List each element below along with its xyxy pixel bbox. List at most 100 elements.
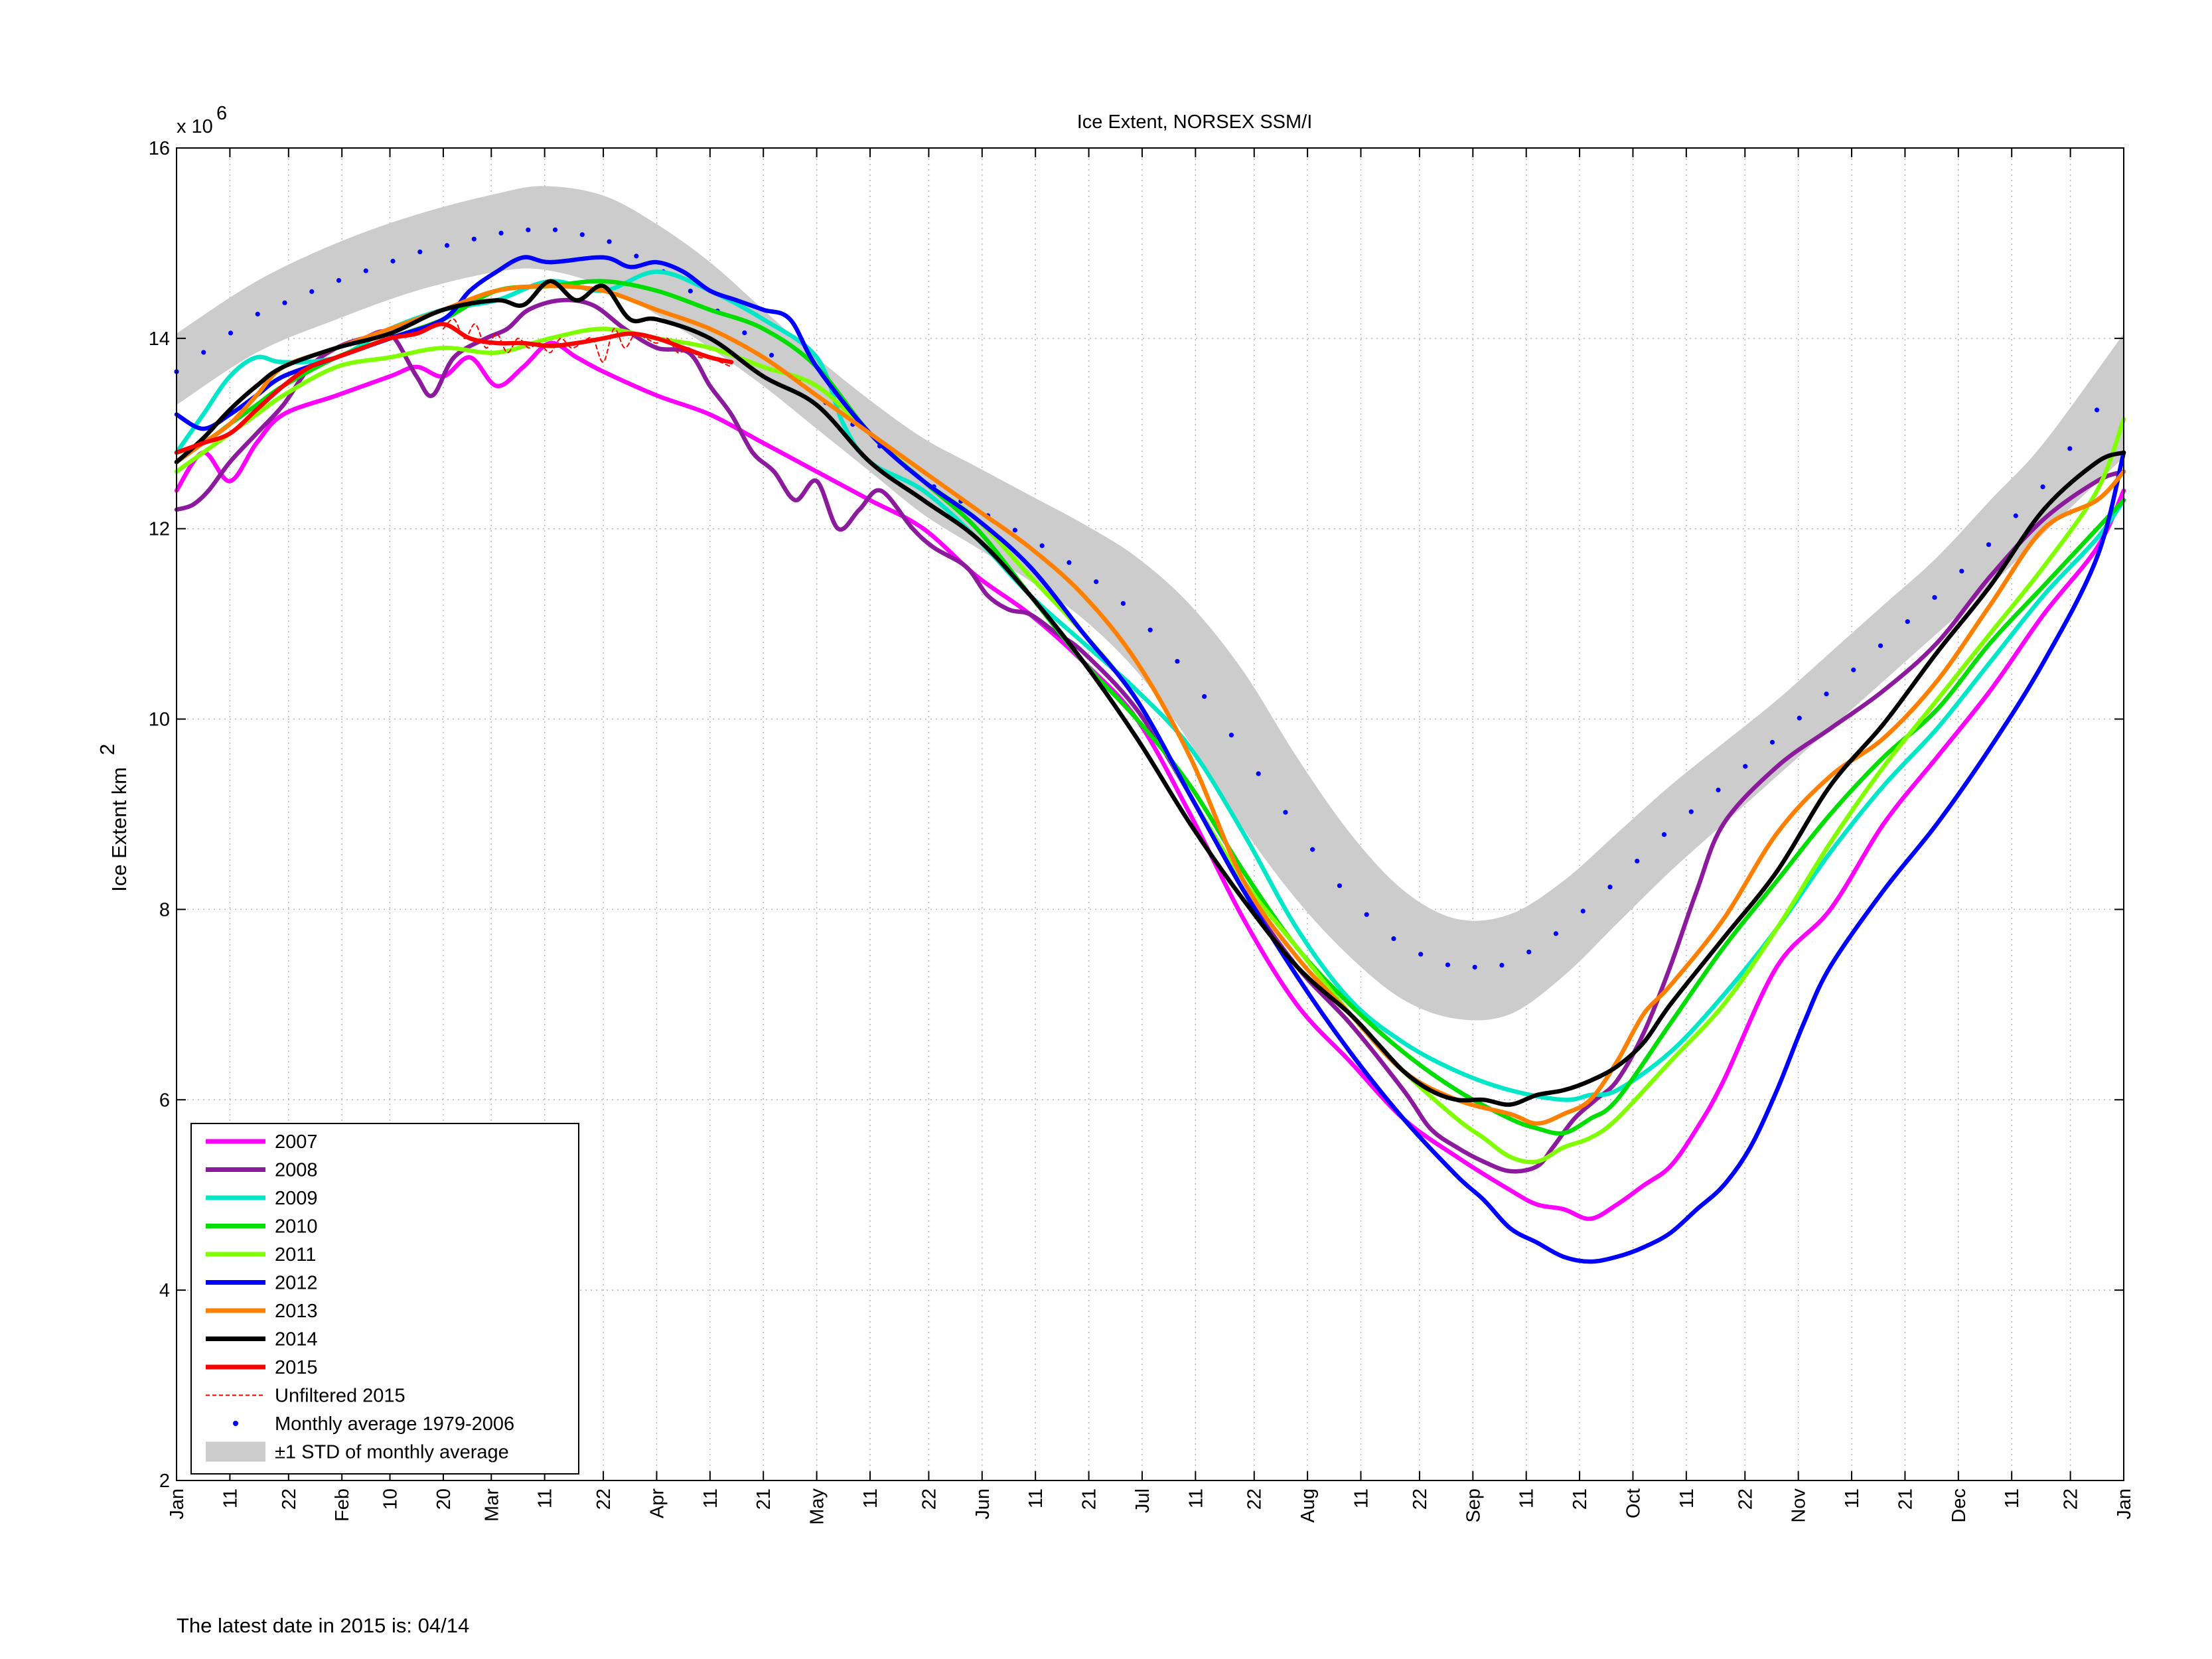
monthly-average-point — [1175, 658, 1180, 664]
monthly-average-point — [1039, 543, 1045, 548]
monthly-average-point — [255, 311, 260, 317]
x-tick-label: Nov — [1789, 1488, 1810, 1523]
monthly-average-point — [1499, 962, 1505, 968]
plot-frame — [176, 147, 2124, 1481]
monthly-average-point — [1743, 764, 1748, 769]
std-band-area — [177, 186, 2124, 1021]
year-series — [174, 255, 2126, 1264]
y-tick-label: 8 — [159, 899, 170, 920]
x-tick-label: 21 — [1079, 1488, 1100, 1510]
y-tick-label: 2 — [159, 1471, 170, 1492]
x-tick-label: 11 — [220, 1488, 241, 1508]
monthly-average-point — [1661, 831, 1667, 837]
legend-swatch — [233, 1421, 238, 1426]
monthly-average-point — [390, 258, 396, 264]
x-tick-label: 22 — [593, 1488, 615, 1510]
legend-label: 2009 — [275, 1188, 318, 1209]
x-tick-label: Mar — [481, 1488, 502, 1522]
x-tick-label: 11 — [2002, 1488, 2023, 1508]
latest-date-note: The latest date in 2015 is: 04/14 — [177, 1614, 470, 1637]
monthly-average-point — [1824, 691, 1829, 697]
legend-swatch — [206, 1441, 265, 1462]
monthly-average-point — [1635, 858, 1640, 864]
x-tick-label: 22 — [279, 1488, 300, 1510]
x-tick-label: May — [807, 1488, 828, 1525]
axis-ticks: 2 4 6 8 10 12 14 16 Jan 11 22 Feb 10 20 Mar 11 22 Apr 11 21… — [149, 138, 2135, 1525]
x-tick-label: 22 — [919, 1488, 940, 1510]
x-tick-label: 11 — [700, 1488, 721, 1508]
monthly-average-point — [1256, 771, 1261, 776]
monthly-average-point — [1716, 787, 1721, 793]
y-tick-label: 10 — [149, 709, 170, 731]
monthly-average-point — [1797, 715, 1802, 721]
monthly-average-point — [1418, 952, 1424, 957]
x-tick-label: Feb — [332, 1488, 353, 1522]
x-tick-label: 11 — [1676, 1488, 1698, 1508]
y-axis-label-superscript: 2 — [96, 744, 119, 755]
legend: 2007 2008 2009 2010 2011 2012 2013 2014 2015 Unfi… — [190, 1123, 579, 1475]
monthly-average-point — [1607, 885, 1613, 890]
series-2014 — [174, 279, 2126, 1107]
monthly-average-point — [1120, 601, 1126, 606]
monthly-average-point — [1310, 847, 1315, 852]
x-tick-label: 11 — [1185, 1488, 1207, 1508]
y-tick-label: 12 — [149, 519, 170, 540]
monthly-average-point — [1391, 936, 1396, 942]
std-band — [177, 186, 2124, 1021]
legend-label: ±1 STD of monthly average — [275, 1442, 509, 1463]
legend-label: 2014 — [275, 1329, 318, 1350]
x-tick-label: 21 — [1895, 1488, 1916, 1510]
legend-label: 2012 — [275, 1273, 318, 1294]
series-2012 — [174, 255, 2126, 1264]
y-axis-multiplier-exponent: 6 — [216, 103, 227, 124]
legend-label: 2013 — [275, 1301, 318, 1322]
monthly-average-point — [1364, 912, 1369, 917]
series-2008 — [174, 297, 2126, 1174]
monthly-average-point — [1067, 560, 1072, 565]
monthly-average-point — [1905, 619, 1910, 624]
legend-label: 2007 — [275, 1131, 318, 1153]
monthly-average-point — [471, 236, 477, 242]
monthly-average-point — [1986, 542, 1992, 547]
monthly-average-point — [1526, 949, 1532, 955]
monthly-average-point — [552, 227, 558, 232]
monthly-average-point — [1202, 693, 1207, 699]
x-tick-label: Apr — [646, 1488, 668, 1518]
monthly-average-point — [1094, 579, 1099, 585]
monthly-average-point — [688, 289, 693, 294]
x-tick-label: 11 — [1516, 1488, 1538, 1508]
x-tick-label: Jul — [1132, 1488, 1153, 1513]
monthly-average-point — [2067, 446, 2073, 451]
y-tick-label: 4 — [159, 1280, 170, 1301]
x-tick-label: Jan — [2114, 1488, 2135, 1520]
monthly-average-point — [2013, 513, 2018, 518]
x-tick-label: 21 — [753, 1488, 774, 1510]
monthly-average-point — [309, 289, 315, 294]
monthly-average-point — [336, 277, 342, 283]
x-tick-label: 22 — [2061, 1488, 2082, 1510]
monthly-average-point — [1472, 964, 1477, 970]
x-tick-label: Sep — [1463, 1488, 1484, 1523]
legend-label: Unfiltered 2015 — [275, 1386, 406, 1407]
y-axis-label-text: Ice Extent km — [108, 767, 131, 892]
monthly-average-point — [1228, 733, 1234, 738]
y-axis-multiplier: x 10 — [177, 116, 213, 137]
x-tick-label: 21 — [1570, 1488, 1591, 1510]
y-tick-label: 14 — [149, 328, 170, 350]
monthly-average-point — [607, 239, 612, 244]
monthly-average-point — [282, 300, 287, 305]
monthly-average-point — [634, 253, 639, 259]
series-2007 — [174, 340, 2126, 1221]
monthly-average-point — [1959, 569, 1964, 574]
monthly-average-point — [2094, 407, 2100, 413]
x-tick-label: 11 — [1842, 1488, 1863, 1508]
monthly-average-point — [1580, 908, 1585, 914]
monthly-average-point — [417, 249, 423, 255]
legend-label: 2010 — [275, 1216, 318, 1238]
monthly-average-point — [1012, 528, 1017, 533]
monthly-average-point — [363, 268, 368, 273]
monthly-average-point — [742, 330, 747, 336]
monthly-average-point — [526, 227, 531, 233]
y-tick-label: 6 — [159, 1090, 170, 1111]
